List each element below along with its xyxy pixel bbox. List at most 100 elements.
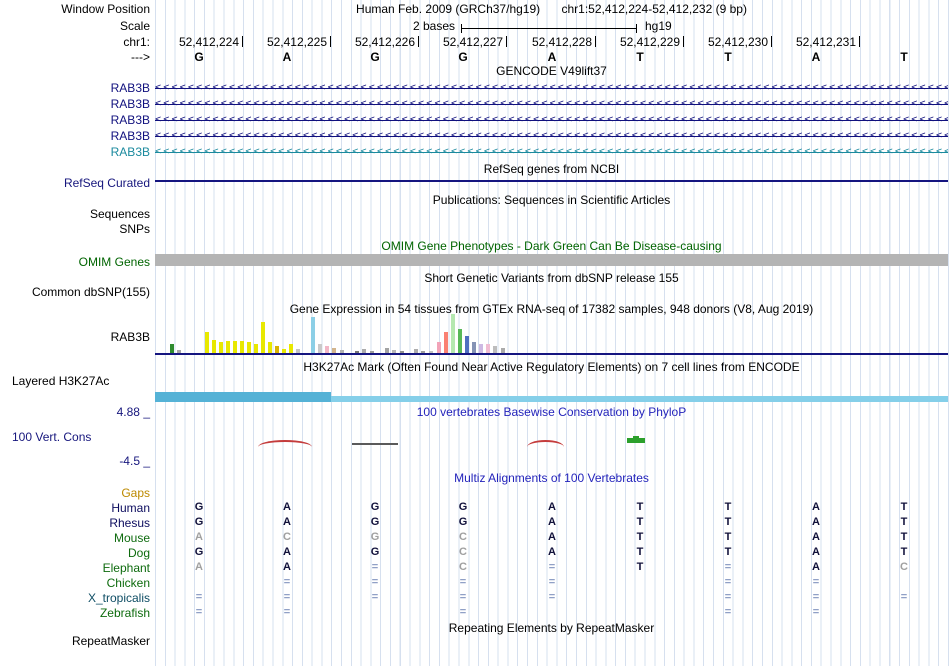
species-label[interactable]: Elephant — [102, 561, 150, 575]
gtex-expression-bar — [486, 344, 490, 353]
conservation-peak — [527, 440, 564, 447]
gtex-expression-bar — [444, 332, 448, 353]
alignment-base: = — [548, 561, 556, 573]
h3k27ac-signal-bar[interactable] — [155, 396, 948, 402]
coordinate-label: 52,412,230 — [707, 35, 768, 49]
coordinate-tick — [242, 36, 243, 47]
alignment-base: C — [283, 531, 291, 543]
gtex-expression-bar — [282, 349, 286, 353]
species-label[interactable]: Dog — [127, 546, 150, 560]
gtex-expression-bar — [219, 342, 223, 353]
gtex-expression-bar — [472, 342, 476, 353]
gene-row-label[interactable]: RAB3B — [110, 145, 150, 159]
alignment-base: T — [724, 501, 732, 513]
omim-genes-bar[interactable] — [155, 254, 948, 266]
omim-genes-label[interactable]: OMIM Genes — [78, 255, 150, 269]
gtex-expression-bar — [205, 332, 209, 353]
alignment-base: A — [812, 501, 820, 513]
alignment-base: T — [724, 546, 732, 558]
coordinate-tick — [771, 36, 772, 47]
species-label[interactable]: X_tropicalis — [87, 591, 150, 605]
gtex-expression-bar — [268, 342, 272, 353]
track-title-gtex[interactable]: Gene Expression in 54 tissues from GTEx … — [289, 302, 814, 316]
gene-row-label[interactable]: RAB3B — [110, 97, 150, 111]
gtex-expression-bar — [501, 348, 505, 353]
track-title-repeatmasker[interactable]: Repeating Elements by RepeatMasker — [448, 621, 655, 635]
alignment-base: A — [812, 531, 820, 543]
gene-direction-arrows[interactable]: <<<<<<<<<<<<<<<<<<<<<<<<<<<<<<<<<<<<<<<<… — [155, 146, 948, 157]
alignment-base: A — [195, 531, 203, 543]
alignment-base: A — [283, 516, 291, 528]
gene-direction-arrows[interactable]: <<<<<<<<<<<<<<<<<<<<<<<<<<<<<<<<<<<<<<<<… — [155, 98, 948, 109]
gene-direction-arrows[interactable]: <<<<<<<<<<<<<<<<<<<<<<<<<<<<<<<<<<<<<<<<… — [155, 130, 948, 141]
alignment-base: C — [900, 561, 908, 573]
refseq-curated-line[interactable] — [155, 180, 948, 182]
alignment-base: G — [194, 516, 204, 528]
publications-sequences-label[interactable]: Sequences — [89, 207, 150, 221]
coordinate-tick — [595, 36, 596, 47]
alignment-base: T — [900, 516, 908, 528]
gene-row-label[interactable]: RAB3B — [110, 113, 150, 127]
gtex-expression-bar — [392, 350, 396, 353]
gtex-expression-bar — [429, 351, 433, 353]
track-title-h3k27ac[interactable]: H3K27Ac Mark (Often Found Near Active Re… — [303, 360, 800, 374]
track-title-refseq[interactable]: RefSeq genes from NCBI — [483, 162, 620, 176]
coordinate-label: 52,412,226 — [354, 35, 415, 49]
gtex-expression-bar — [437, 342, 441, 353]
coordinate-label: 52,412,231 — [795, 35, 856, 49]
alignment-base: T — [900, 531, 908, 543]
alignment-base: T — [724, 531, 732, 543]
species-label[interactable]: Zebrafish — [99, 606, 150, 620]
repeatmasker-label[interactable]: RepeatMasker — [71, 634, 150, 648]
gtex-expression-bar — [233, 341, 237, 353]
alignment-base: = — [724, 561, 732, 573]
track-title-multiz[interactable]: Multiz Alignments of 100 Vertebrates — [454, 471, 649, 485]
window-title: Human Feb. 2009 (GRCh37/hg19) chr1:52,41… — [155, 2, 948, 16]
species-label[interactable]: Mouse — [113, 531, 150, 545]
alignment-base: G — [458, 501, 468, 513]
h3k27ac-signal-bar-dense[interactable] — [155, 392, 331, 402]
alignment-base: G — [194, 546, 204, 558]
gene-row-label[interactable]: RAB3B — [110, 81, 150, 95]
track-title-phylop[interactable]: 100 vertebrates Basewise Conservation by… — [416, 405, 687, 419]
gtex-expression-bar — [275, 346, 279, 353]
alignment-base: G — [370, 501, 380, 513]
track-title-gencode[interactable]: GENCODE V49lift37 — [496, 64, 607, 78]
species-label[interactable]: Chicken — [106, 576, 150, 590]
alignment-base: = — [548, 591, 556, 603]
multiz-gaps-label[interactable]: Gaps — [121, 486, 150, 500]
alignment-base: = — [283, 576, 291, 588]
common-dbsnp-label[interactable]: Common dbSNP(155) — [31, 285, 150, 299]
gtex-expression-bar — [414, 349, 418, 353]
gtex-expression-bar — [240, 341, 244, 353]
alignment-base: G — [370, 516, 380, 528]
alignment-base: A — [812, 561, 820, 573]
species-label[interactable]: Rhesus — [109, 516, 150, 530]
phylop-track-label[interactable]: 100 Vert. Cons — [12, 430, 92, 444]
gtex-expression-bar — [421, 351, 425, 353]
alignment-base: = — [812, 606, 820, 618]
reference-base: T — [636, 50, 644, 64]
refseq-curated-label[interactable]: RefSeq Curated — [63, 176, 150, 190]
alignment-base: = — [459, 606, 467, 618]
gene-intron-line — [155, 88, 948, 89]
assembly-title: Human Feb. 2009 (GRCh37/hg19) — [356, 2, 541, 16]
gtex-gene-label[interactable]: RAB3B — [110, 330, 150, 344]
track-title-omim[interactable]: OMIM Gene Phenotypes - Dark Green Can Be… — [381, 239, 722, 253]
gene-row-label[interactable]: RAB3B — [110, 129, 150, 143]
gene-direction-arrows[interactable]: <<<<<<<<<<<<<<<<<<<<<<<<<<<<<<<<<<<<<<<<… — [155, 114, 948, 125]
coordinate-label: 52,412,228 — [531, 35, 592, 49]
species-label[interactable]: Human — [111, 501, 150, 515]
alignment-base: G — [370, 546, 380, 558]
publications-snps-label[interactable]: SNPs — [119, 222, 150, 236]
coordinate-tick — [506, 36, 507, 47]
alignment-base: = — [459, 576, 467, 588]
alignment-base: T — [636, 501, 644, 513]
alignment-base: = — [371, 576, 379, 588]
track-title-dbsnp[interactable]: Short Genetic Variants from dbSNP releas… — [424, 271, 679, 285]
reference-base: A — [811, 50, 821, 64]
alignment-base: = — [812, 591, 820, 603]
layered-h3k27ac-label[interactable]: Layered H3K27Ac — [12, 374, 110, 388]
track-title-publications[interactable]: Publications: Sequences in Scientific Ar… — [432, 193, 671, 207]
gene-direction-arrows[interactable]: <<<<<<<<<<<<<<<<<<<<<<<<<<<<<<<<<<<<<<<<… — [155, 82, 948, 93]
